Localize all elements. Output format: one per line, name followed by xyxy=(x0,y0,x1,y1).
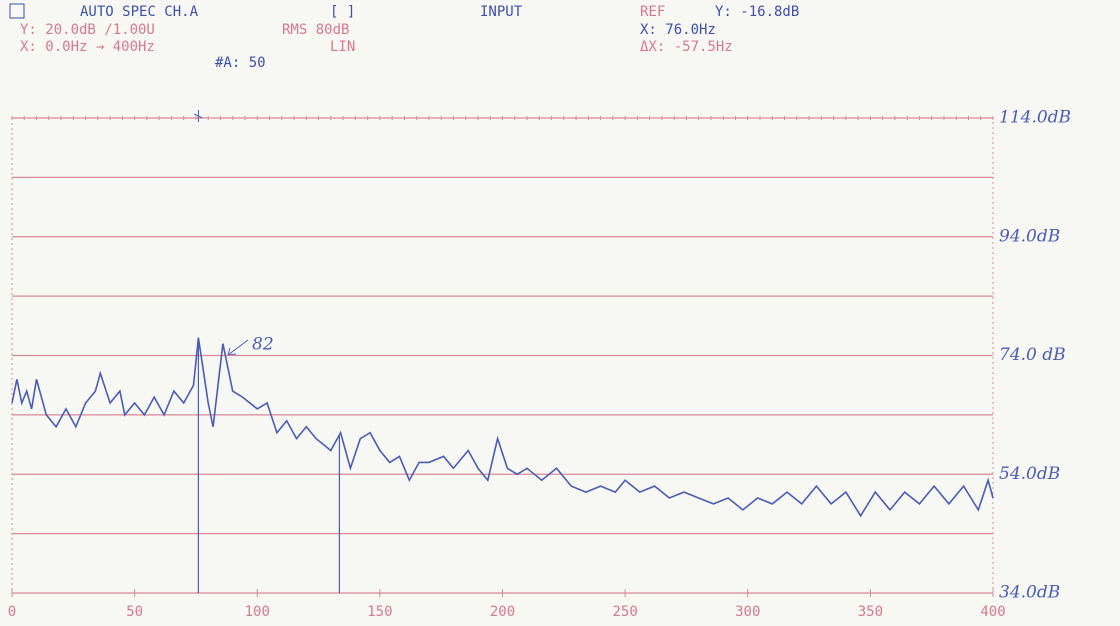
x-tick-label: 300 xyxy=(735,604,760,620)
header-averages: #A: 50 xyxy=(215,55,266,71)
y-tick-label: 94.0dB xyxy=(999,226,1060,246)
x-tick-label: 200 xyxy=(490,604,515,620)
y-tick-label: 114.0dB xyxy=(999,108,1071,128)
y-tick-label: 54.0dB xyxy=(999,464,1060,484)
header-y-scale: Y: 20.0dB /1.00U xyxy=(20,22,155,38)
header-x-range: X: 0.0Hz → 400Hz xyxy=(20,39,155,55)
header-rms: RMS 80dB xyxy=(282,22,349,38)
y-tick-label: 74.0 dB xyxy=(999,345,1066,365)
trace xyxy=(11,337,994,518)
annotation-arrow xyxy=(227,339,249,356)
x-tick-label: 350 xyxy=(858,604,883,620)
header-cursor-dx: ΔX: -57.5Hz xyxy=(640,39,733,55)
header-source: INPUT xyxy=(480,4,523,20)
y-tick-label: 34.0dB xyxy=(999,583,1060,603)
x-tick-label: 150 xyxy=(367,604,392,620)
header-x-scale: LIN xyxy=(330,39,355,55)
header-mode: AUTO SPEC CH.A xyxy=(80,4,199,20)
x-tick-label: 0 xyxy=(8,604,16,620)
x-tick-label: 250 xyxy=(612,604,637,620)
header-bracket: [ ] xyxy=(330,4,355,20)
x-tick-label: 100 xyxy=(245,604,270,620)
icon xyxy=(9,3,25,19)
header-cursor-x: X: 76.0Hz xyxy=(640,22,716,38)
cursor-marker xyxy=(194,110,203,122)
x-tick-label: 50 xyxy=(126,604,143,620)
header-ref-y: Y: -16.8dB xyxy=(715,4,799,20)
x-tick-label: 400 xyxy=(980,604,1005,620)
header-ref: REF xyxy=(640,4,665,20)
annotation: 82 xyxy=(252,335,274,355)
